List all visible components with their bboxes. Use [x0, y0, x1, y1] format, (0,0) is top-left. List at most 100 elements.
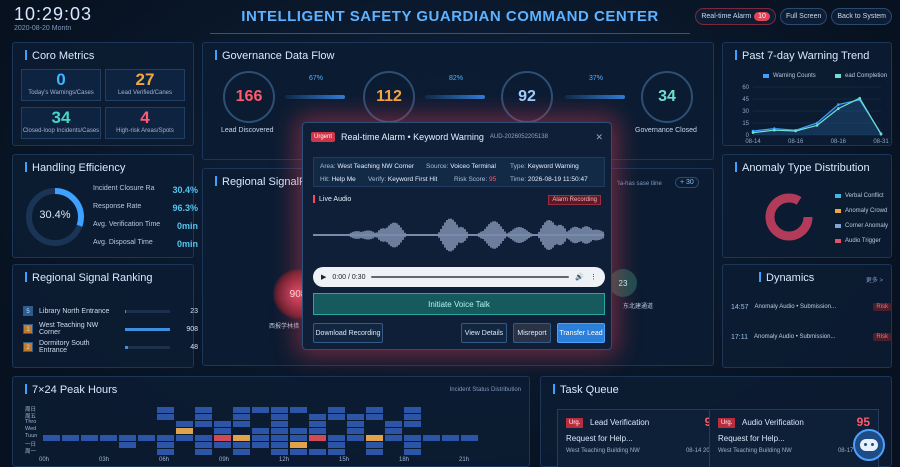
heat-cell[interactable] — [271, 428, 288, 434]
heat-cell[interactable] — [252, 435, 269, 441]
heat-cell[interactable] — [423, 435, 440, 441]
heat-cell[interactable] — [309, 421, 326, 427]
heat-cell[interactable] — [271, 414, 288, 420]
heat-cell[interactable] — [309, 449, 326, 455]
heat-cell[interactable] — [290, 407, 307, 413]
heat-cell[interactable] — [271, 407, 288, 413]
ranking-row[interactable]: 5 Library North Entrance 23 — [23, 305, 198, 317]
assistant-robot-button[interactable] — [853, 429, 885, 461]
heat-cell[interactable] — [157, 407, 174, 413]
heat-cell[interactable] — [309, 428, 326, 434]
volume-icon[interactable]: 🔊 — [575, 274, 584, 281]
heat-cell[interactable] — [252, 442, 269, 448]
heat-cell[interactable] — [385, 435, 402, 441]
heat-cell[interactable] — [176, 428, 193, 434]
heat-cell[interactable] — [233, 421, 250, 427]
heat-cell[interactable] — [271, 435, 288, 441]
heat-cell[interactable] — [214, 442, 231, 448]
heat-cell[interactable] — [404, 407, 421, 413]
heat-cell[interactable] — [366, 442, 383, 448]
heat-cell[interactable] — [404, 435, 421, 441]
heat-cell[interactable] — [290, 449, 307, 455]
completion-series-point[interactable] — [794, 129, 797, 133]
misreport-button[interactable]: Misreport — [513, 323, 551, 343]
warning-series-point[interactable] — [815, 121, 819, 125]
heat-cell[interactable] — [195, 442, 212, 448]
heat-cell[interactable] — [81, 435, 98, 441]
close-icon[interactable]: ✕ — [595, 131, 603, 142]
player-progress-track[interactable] — [371, 276, 570, 278]
completion-series-point[interactable] — [815, 124, 819, 127]
heat-cell[interactable] — [404, 421, 421, 427]
task-card[interactable]: Urg. Audio Verification 95 Request for H… — [709, 409, 879, 467]
transfer-lead-button[interactable]: Transfer Lead — [557, 323, 605, 343]
download-recording-button[interactable]: Download Recording — [313, 323, 383, 343]
heat-cell[interactable] — [119, 442, 136, 448]
ranking-row[interactable]: 1 West Teaching NW Corner 908 — [23, 322, 198, 336]
warning-series-point[interactable] — [837, 103, 840, 106]
view-details-button[interactable]: View Details — [461, 323, 507, 343]
initiate-voice-talk-button[interactable]: Initiate Voice Talk — [313, 293, 605, 315]
heat-cell[interactable] — [157, 442, 174, 448]
heat-cell[interactable] — [195, 435, 212, 441]
fullscreen-button[interactable]: Full Screen — [779, 8, 828, 25]
completion-series-point[interactable] — [773, 128, 776, 132]
heat-cell[interactable] — [214, 421, 231, 427]
heat-cell[interactable] — [252, 428, 269, 434]
completion-series-point[interactable] — [751, 131, 755, 134]
flow-node[interactable]: 166 — [223, 71, 275, 123]
completion-series-point[interactable] — [879, 132, 883, 136]
heat-cell[interactable] — [157, 449, 174, 455]
heat-cell[interactable] — [271, 449, 288, 455]
heat-cell[interactable] — [233, 442, 250, 448]
heat-cell[interactable] — [157, 435, 174, 441]
heat-cell[interactable] — [404, 414, 421, 420]
task-card[interactable]: Urg. Lead Verification 96 Request for He… — [557, 409, 727, 467]
flow-node[interactable]: 34 — [641, 71, 693, 123]
heat-cell[interactable] — [461, 435, 478, 441]
heat-cell[interactable] — [271, 421, 288, 427]
realtime-alarm-button[interactable]: Real-time Alarm 10 — [695, 8, 776, 25]
heat-cell[interactable] — [328, 449, 345, 455]
heat-cell[interactable] — [271, 442, 288, 448]
heat-cell[interactable] — [195, 421, 212, 427]
heat-cell[interactable] — [138, 435, 155, 441]
list-item[interactable]: 14:57 Anomaly Audio • Submission... Risk — [731, 301, 891, 313]
heat-cell[interactable] — [347, 435, 364, 441]
heat-cell[interactable] — [366, 449, 383, 455]
list-item[interactable]: 17:11 Anomaly Audio • Submission... Risk — [731, 331, 891, 343]
heat-cell[interactable] — [366, 414, 383, 420]
back-to-system-button[interactable]: Back to System — [831, 8, 892, 25]
heat-cell[interactable] — [347, 428, 364, 434]
heat-cell[interactable] — [404, 449, 421, 455]
metric-card[interactable]: 4 High-risk Areas/Spots — [105, 107, 185, 139]
heat-cell[interactable] — [442, 435, 459, 441]
completion-series-point[interactable] — [837, 107, 840, 110]
heat-cell[interactable] — [214, 435, 231, 441]
heat-cell[interactable] — [195, 414, 212, 420]
heat-cell[interactable] — [290, 428, 307, 434]
heat-cell[interactable] — [195, 407, 212, 413]
map-node[interactable]: 23 — [609, 269, 637, 297]
heat-cell[interactable] — [328, 435, 345, 441]
heat-cell[interactable] — [309, 414, 326, 420]
heat-cell[interactable] — [176, 421, 193, 427]
heat-cell[interactable] — [366, 407, 383, 413]
metric-card[interactable]: 27 Lead Verified/Canes — [105, 69, 185, 101]
heat-cell[interactable] — [214, 428, 231, 434]
flow-node[interactable]: 112 — [363, 71, 415, 123]
flow-node[interactable]: 92 — [501, 71, 553, 123]
heat-cell[interactable] — [404, 442, 421, 448]
heat-cell[interactable] — [328, 442, 345, 448]
completion-series-point[interactable] — [858, 96, 861, 100]
heat-cell[interactable] — [385, 421, 402, 427]
ranking-row[interactable]: 2 Dormitory South Entrance 48 — [23, 340, 198, 354]
heat-cell[interactable] — [290, 442, 307, 448]
heat-cell[interactable] — [347, 421, 364, 427]
heat-cell[interactable] — [252, 407, 269, 413]
heat-cell[interactable] — [233, 435, 250, 441]
heat-cell[interactable] — [62, 435, 79, 441]
heat-cell[interactable] — [233, 449, 250, 455]
heat-cell[interactable] — [347, 414, 364, 420]
more-options-icon[interactable]: ⋮ — [590, 274, 597, 281]
